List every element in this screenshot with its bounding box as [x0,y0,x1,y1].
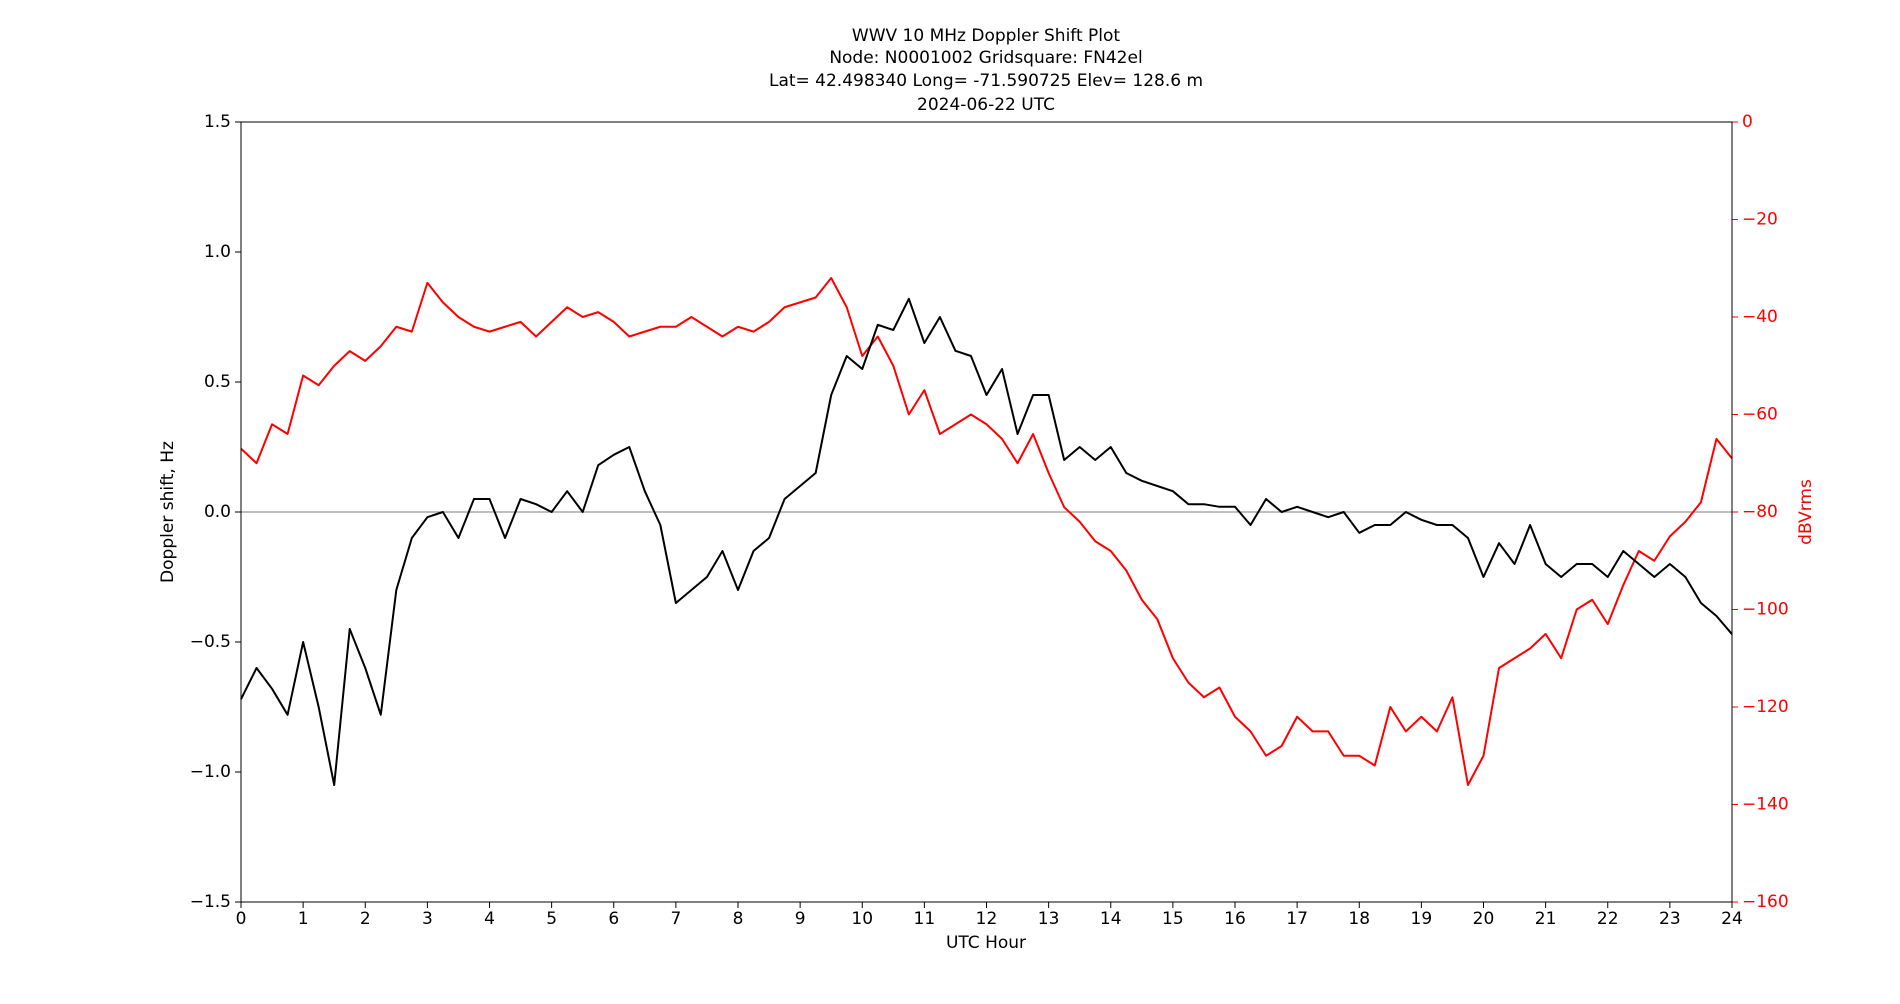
y-tick-label: 1.0 [204,242,231,262]
chart-title: Node: N0001002 Gridsquare: FN42el [829,48,1142,68]
x-tick-label: 18 [1348,909,1370,929]
y2-axis-label: dBVrms [1796,479,1816,545]
y-tick-label: 1.5 [204,112,231,132]
x-axis-label: UTC Hour [946,933,1026,953]
x-tick-label: 16 [1224,909,1246,929]
x-tick-label: 7 [670,909,681,929]
x-tick-label: 22 [1597,909,1619,929]
x-tick-label: 19 [1411,909,1433,929]
x-tick-label: 14 [1100,909,1122,929]
y2-tick-label: −40 [1742,307,1778,327]
x-tick-label: 3 [422,909,433,929]
series-line [240,277,1733,786]
y-tick-label: −1.0 [190,762,231,782]
chart-title: Lat= 42.498340 Long= -71.590725 Elev= 12… [769,71,1203,91]
y-axis-label: Doppler shift, Hz [158,441,178,583]
y-tick-label: −0.5 [190,632,231,652]
y2-tick-label: −80 [1742,502,1778,522]
x-tick-label: 11 [914,909,936,929]
x-tick-label: 1 [298,909,309,929]
chart-title: WWV 10 MHz Doppler Shift Plot [852,26,1121,46]
y2-tick-label: −160 [1742,892,1789,912]
y2-tick-label: −60 [1742,405,1778,425]
plot-frame [240,121,1733,903]
y2-tick-label: −140 [1742,795,1789,815]
x-tick-label: 21 [1535,909,1557,929]
y-tick-label: −1.5 [190,892,231,912]
x-tick-label: 0 [236,909,247,929]
x-tick-label: 10 [851,909,873,929]
x-tick-label: 2 [360,909,371,929]
x-tick-label: 15 [1162,909,1184,929]
x-tick-label: 23 [1659,909,1681,929]
x-tick-label: 9 [795,909,806,929]
x-tick-label: 24 [1721,909,1743,929]
x-tick-label: 4 [484,909,495,929]
y2-tick-label: −20 [1742,210,1778,230]
x-tick-label: 5 [546,909,557,929]
y-tick-label: 0.0 [204,502,231,522]
x-tick-label: 20 [1473,909,1495,929]
y-tick-label: 0.5 [204,372,231,392]
y2-tick-label: 0 [1742,112,1753,132]
chart-title: 2024-06-22 UTC [917,95,1055,115]
x-tick-label: 13 [1038,909,1060,929]
series-line [240,297,1733,786]
x-tick-label: 8 [733,909,744,929]
x-tick-label: 12 [976,909,998,929]
x-tick-label: 17 [1286,909,1308,929]
x-tick-label: 6 [608,909,619,929]
y2-tick-label: −100 [1742,600,1789,620]
y2-tick-label: −120 [1742,697,1789,717]
